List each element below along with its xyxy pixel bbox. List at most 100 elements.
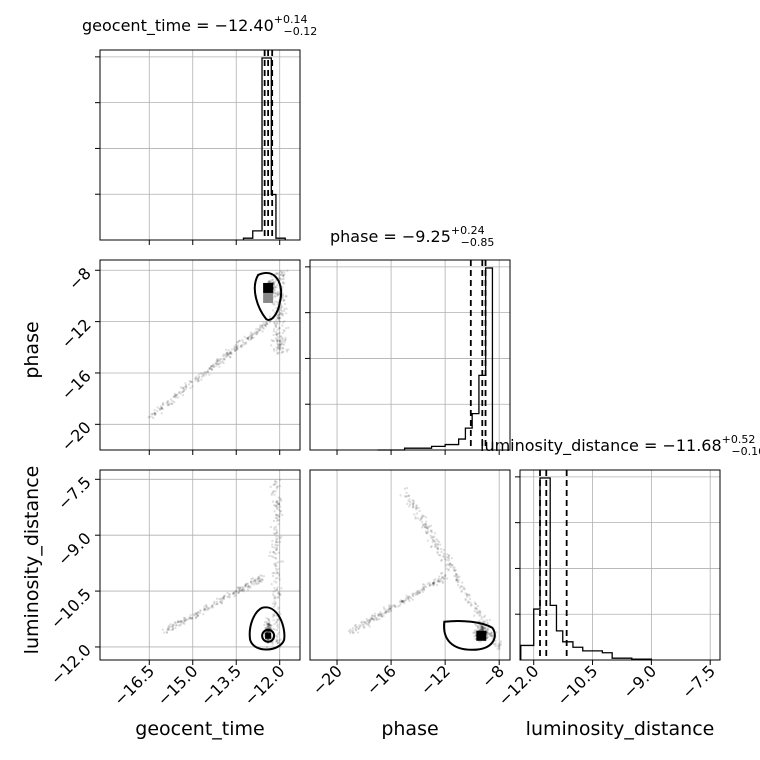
scatter-point	[408, 595, 411, 598]
scatter-point	[272, 551, 275, 554]
scatter-point	[278, 274, 281, 277]
scatter-point	[450, 564, 453, 567]
scatter-point	[371, 617, 374, 620]
scatter-point	[272, 282, 275, 285]
xlabel-geocent-time: geocent_time	[135, 718, 264, 740]
scatter-point	[226, 353, 229, 356]
scatter-point	[276, 272, 279, 275]
scatter-point	[216, 358, 219, 361]
scatter-point	[227, 354, 230, 357]
scatter-point	[234, 346, 237, 349]
scatter-point	[277, 313, 280, 316]
scatter-point	[479, 625, 482, 628]
scatter-point	[278, 593, 281, 596]
scatter-point	[420, 517, 423, 520]
scatter-point	[275, 338, 278, 341]
scatter-point	[282, 343, 285, 346]
scatter-point	[422, 586, 425, 589]
scatter-point	[274, 525, 277, 528]
scatter-point	[479, 628, 482, 631]
scatter-point	[268, 630, 271, 633]
scatter-point	[267, 626, 270, 629]
scatter-point	[188, 383, 191, 386]
scatter-point	[446, 563, 449, 566]
scatter-point	[476, 610, 479, 613]
scatter-point	[214, 362, 217, 365]
scatter-point	[286, 269, 289, 272]
scatter-point	[276, 588, 279, 591]
scatter-point	[276, 640, 279, 643]
scatter-point	[483, 627, 486, 630]
panel-geocent-time-phase-grid	[100, 260, 300, 450]
scatter-point	[283, 320, 286, 323]
scatter-point	[240, 344, 243, 347]
scatter-point	[277, 332, 280, 335]
scatter-point	[415, 505, 418, 508]
scatter-point	[276, 516, 279, 519]
scatter-point	[236, 586, 239, 589]
scatter-point	[383, 612, 386, 615]
scatter-point	[274, 601, 277, 604]
scatter-point	[277, 292, 280, 295]
scatter-point	[238, 587, 241, 590]
scatter-point	[428, 581, 431, 584]
scatter-point	[277, 315, 280, 318]
scatter-point	[437, 547, 440, 550]
scatter-point	[266, 623, 269, 626]
panel-frame	[519, 469, 721, 661]
scatter-point	[228, 593, 231, 596]
scatter-point	[252, 581, 255, 584]
scatter-point	[276, 340, 279, 343]
scatter-point	[241, 586, 244, 589]
scatter-point	[251, 582, 254, 585]
scatter-point	[255, 583, 258, 586]
scatter-point	[453, 575, 456, 578]
scatter-point	[279, 274, 282, 277]
scatter-point	[275, 325, 278, 328]
scatter-point	[190, 617, 193, 620]
scatter-point	[276, 618, 279, 621]
scatter-point	[441, 576, 444, 579]
scatter-point	[274, 479, 277, 482]
scatter-point	[498, 645, 501, 648]
scatter-point	[348, 629, 351, 632]
scatter-point	[423, 588, 426, 591]
scatter-point	[270, 640, 273, 643]
scatter-point	[259, 324, 262, 327]
scatter-point	[251, 332, 254, 335]
scatter-point	[268, 627, 271, 630]
scatter-point	[479, 626, 482, 629]
scatter-point	[437, 580, 440, 583]
scatter-point	[197, 380, 200, 383]
panel-frame	[99, 469, 301, 661]
scatter-point	[182, 619, 185, 622]
scatter-point	[274, 311, 277, 314]
panel-frame	[99, 259, 301, 451]
scatter-point	[480, 626, 483, 629]
scatter-point	[282, 329, 285, 332]
scatter-point	[150, 415, 153, 418]
scatter-point	[171, 628, 174, 631]
scatter-point	[416, 512, 419, 515]
scatter-point	[496, 645, 499, 648]
scatter-point	[281, 295, 284, 298]
scatter-point	[276, 347, 279, 350]
scatter-point	[438, 554, 441, 557]
scatter-point	[237, 591, 240, 594]
scatter-point	[434, 578, 437, 581]
scatter-point	[177, 620, 180, 623]
scatter-point	[276, 571, 279, 574]
scatter-point	[195, 612, 198, 615]
scatter-point	[230, 348, 233, 351]
scatter-point	[166, 401, 169, 404]
scatter-point	[474, 623, 477, 626]
scatter-point	[184, 388, 187, 391]
scatter-point	[368, 621, 371, 624]
scatter-point	[254, 332, 257, 335]
density-peak	[265, 632, 272, 639]
scatter-point	[226, 351, 229, 354]
scatter-point	[425, 526, 428, 529]
scatter-point	[275, 504, 278, 507]
scatter-point	[244, 584, 247, 587]
scatter-point	[236, 340, 239, 343]
